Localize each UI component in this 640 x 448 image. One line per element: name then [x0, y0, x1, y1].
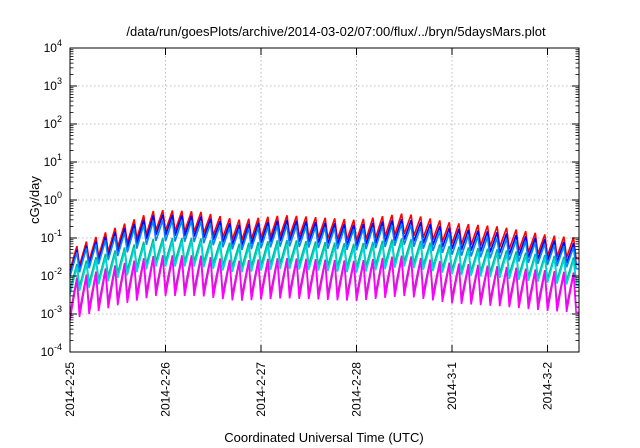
series-line-5 [69, 241, 580, 295]
x-tick-label: 2014-2-27 [254, 362, 268, 417]
y-tick-label: 10-1 [41, 228, 62, 245]
x-axis-label: Coordinated Universal Time (UTC) [224, 430, 423, 445]
series-line-3 [69, 219, 580, 277]
y-tick-label: 10-2 [41, 266, 62, 283]
y-tick-label: 102 [44, 114, 62, 131]
plot-frame [69, 47, 580, 353]
x-tick-labels: 2014-2-25 2014-2-26 2014-2-27 2014-2-28 2014… [63, 362, 554, 417]
grid [70, 48, 579, 352]
y-tick-label: 101 [44, 152, 62, 169]
y-tick-label: 10-4 [41, 342, 62, 359]
series-line-7 [69, 257, 580, 321]
x-tick-label: 2014-2-26 [158, 362, 172, 417]
y-tick-label: 100 [44, 190, 62, 207]
y-axis-label: cGy/day [27, 176, 42, 224]
x-tick-label: 2014-2-25 [63, 362, 77, 417]
x-tick-label: 2014-3-1 [445, 362, 459, 410]
y-tick-label: 103 [44, 76, 62, 93]
series-group [69, 209, 580, 321]
x-tick-label: 2014-3-2 [540, 362, 554, 410]
y-tick-label: 104 [44, 38, 62, 55]
chart-title: /data/run/goesPlots/archive/2014-03-02/0… [126, 24, 546, 39]
y-tick-label: 10-3 [41, 304, 62, 321]
x-tick-label: 2014-2-28 [349, 362, 363, 417]
y-tick-labels: 10-4 10-3 10-2 10-1 100 101 102 103 104 [41, 38, 62, 359]
